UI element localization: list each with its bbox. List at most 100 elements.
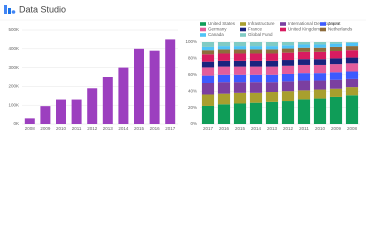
x-tick-label: 2016 (219, 126, 230, 131)
legend-swatch (240, 22, 246, 26)
bar-segment (345, 50, 359, 58)
y-tick-label: 60% (188, 72, 197, 77)
legend-label: International Development (288, 21, 341, 26)
legend-label: Canada (208, 32, 224, 37)
bar-segment (297, 80, 311, 91)
bar-segment (217, 93, 231, 105)
y-tick-label: 40% (188, 88, 197, 93)
bar-segment (265, 66, 279, 75)
bar-segment (281, 45, 295, 49)
bar-segment (281, 81, 295, 92)
x-tick-label: 2015 (235, 126, 246, 131)
bar-segment (249, 66, 263, 75)
x-tick-label: 2011 (72, 126, 82, 131)
bar-segment (345, 46, 359, 51)
bar-segment (233, 92, 247, 104)
x-tick-label: 2014 (251, 126, 262, 131)
y-tick-label: 0K (13, 121, 19, 126)
bar-segment (233, 74, 247, 83)
legend-swatch (200, 22, 206, 26)
y-tick-label: 0% (190, 121, 197, 126)
bar-segment (297, 90, 311, 100)
bar-segment (297, 44, 311, 48)
bar-segment (249, 82, 263, 93)
bar-segment (265, 49, 279, 54)
bar-segment (297, 73, 311, 81)
x-tick-label: 2012 (283, 126, 294, 131)
y-tick-label: 100K (8, 102, 19, 107)
y-tick-label: 500K (8, 27, 19, 32)
bar-segment (297, 64, 311, 74)
legend-swatch (280, 27, 286, 32)
bar-segment (233, 46, 247, 50)
bar-segment (249, 60, 263, 67)
x-tick-label: 2016 (150, 126, 161, 131)
bar-segment (233, 66, 247, 75)
legend-label: Global Fund (248, 32, 273, 37)
bar-segment (297, 51, 311, 60)
bar-segment (233, 60, 247, 67)
x-tick-label: 2009 (40, 126, 51, 131)
bar-segment (201, 54, 215, 62)
bar-segment (329, 46, 343, 52)
x-tick-label: 2014 (118, 126, 129, 131)
bar-segment (313, 42, 327, 45)
bar-segment (265, 92, 279, 102)
bar-segment (281, 42, 295, 46)
bar-segment (233, 53, 247, 61)
bar (24, 118, 35, 124)
bar-segment (265, 74, 279, 83)
y-tick-label: 20% (188, 105, 197, 110)
legend-label: France (248, 27, 263, 32)
bar-segment (313, 89, 327, 99)
bar-segment (249, 53, 263, 61)
bar-segment (201, 61, 215, 68)
x-tick-label: 2015 (134, 126, 145, 131)
bar-segment (249, 46, 263, 50)
bar-segment (201, 75, 215, 83)
x-tick-label: 2017 (165, 126, 176, 131)
bar-segment (201, 50, 215, 55)
y-tick-label: 400K (8, 46, 19, 51)
bar-segment (345, 63, 359, 72)
legend-swatch (200, 33, 206, 37)
legend-label: Germany (208, 27, 227, 32)
bar-segment (249, 42, 263, 47)
bar-segment (281, 91, 295, 102)
bar-segment (217, 82, 231, 94)
bar-segment (233, 82, 247, 93)
bar-segment (233, 103, 247, 124)
x-tick-label: 2017 (203, 126, 214, 131)
bar-segment (329, 96, 343, 124)
bar-segment (201, 46, 215, 51)
bar-segment (313, 64, 327, 74)
bar-segment (329, 42, 343, 44)
bar (40, 106, 51, 124)
bar-segment (281, 52, 295, 61)
bar-segment (217, 66, 231, 75)
bar-segment (313, 73, 327, 81)
bar-segment (201, 94, 215, 106)
bar (134, 48, 144, 124)
bar-segment (217, 42, 231, 47)
legend-swatch (240, 33, 246, 37)
legend-label: Netherlands (328, 27, 353, 32)
legend-label: United States (208, 21, 236, 26)
y-tick-label: 300K (8, 65, 19, 70)
bar-segment (217, 60, 231, 67)
x-tick-label: 2011 (299, 126, 309, 131)
bar-segment (217, 53, 231, 61)
legend-swatch (280, 22, 286, 26)
bar-segment (345, 57, 359, 64)
logo (4, 5, 16, 14)
bar-segment (329, 43, 343, 47)
bar-segment (313, 47, 327, 52)
bar-segment (345, 42, 359, 43)
bar-segment (217, 104, 231, 124)
legend-swatch (320, 22, 326, 26)
bar-segment (281, 73, 295, 82)
bar-segment (281, 48, 295, 53)
bar-segment (201, 42, 215, 47)
bar-segment (249, 49, 263, 54)
bar-segment (297, 47, 311, 52)
